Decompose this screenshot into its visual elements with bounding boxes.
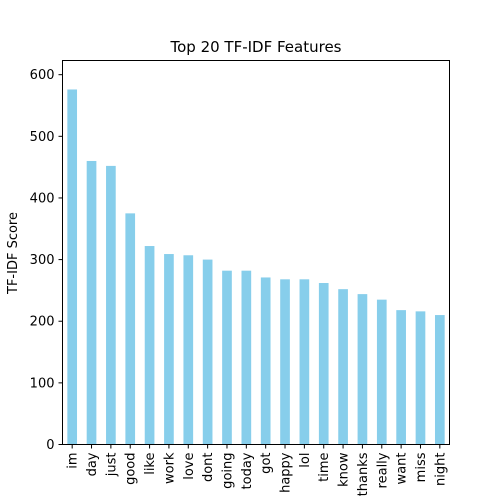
x-tick-label: lol xyxy=(298,453,313,468)
x-tick-label: just xyxy=(104,453,119,478)
bar-going xyxy=(222,270,232,445)
y-tick-label: 200 xyxy=(30,315,55,330)
bar-thanks xyxy=(357,294,368,445)
x-tick-label: got xyxy=(259,453,274,474)
x-tick-label: like xyxy=(143,453,158,475)
bar-im xyxy=(67,89,78,445)
x-tick-label: good xyxy=(124,453,139,485)
bar-know xyxy=(338,289,348,445)
x-tick-label: time xyxy=(317,453,332,482)
bar-want xyxy=(396,310,406,445)
x-tick-label: night xyxy=(433,453,448,486)
bar-lol xyxy=(299,279,310,445)
bar-got xyxy=(260,277,271,445)
x-tick-label: dont xyxy=(201,453,216,483)
y-tick-label: 400 xyxy=(30,191,55,206)
bar-night xyxy=(434,315,445,445)
x-tick-label: im xyxy=(66,453,81,469)
x-tick-label: thanks xyxy=(356,452,371,496)
x-tick-label: work xyxy=(162,452,177,484)
x-tick-label: know xyxy=(337,452,352,487)
plot-frame xyxy=(62,60,450,445)
bar-happy xyxy=(280,279,290,445)
bar-love xyxy=(183,255,194,445)
x-tick-label: want xyxy=(395,453,410,485)
x-tick-label: love xyxy=(182,453,197,480)
y-axis-label: TF-IDF Score xyxy=(6,212,21,295)
bar-time xyxy=(318,283,329,445)
x-tick-label: day xyxy=(85,452,100,476)
bar-like xyxy=(144,246,155,445)
y-tick-label: 0 xyxy=(46,438,54,453)
bar-work xyxy=(164,254,174,445)
chart-title: Top 20 TF-IDF Features xyxy=(169,38,341,56)
y-tick-label: 500 xyxy=(30,130,55,145)
bar-day xyxy=(86,160,97,445)
bar-really xyxy=(376,299,387,445)
x-tick-label: today xyxy=(240,452,255,489)
y-tick-label: 100 xyxy=(30,376,55,391)
x-tick-label: going xyxy=(220,453,235,489)
x-tick-label: happy xyxy=(279,452,294,493)
y-tick-label: 600 xyxy=(30,68,55,83)
bars-group xyxy=(67,89,445,445)
bar-good xyxy=(125,213,136,445)
y-axis: 0 100 200 300 400 500 600 xyxy=(30,68,63,453)
y-tick-label: 300 xyxy=(30,253,55,268)
bar-dont xyxy=(202,259,213,445)
x-axis: im day just good like work love dont going today g… xyxy=(66,444,448,496)
bar-miss xyxy=(415,311,426,445)
bar-today xyxy=(241,270,252,445)
x-tick-label: miss xyxy=(414,452,429,482)
bar-just xyxy=(106,165,116,445)
x-tick-label: really xyxy=(375,452,390,488)
